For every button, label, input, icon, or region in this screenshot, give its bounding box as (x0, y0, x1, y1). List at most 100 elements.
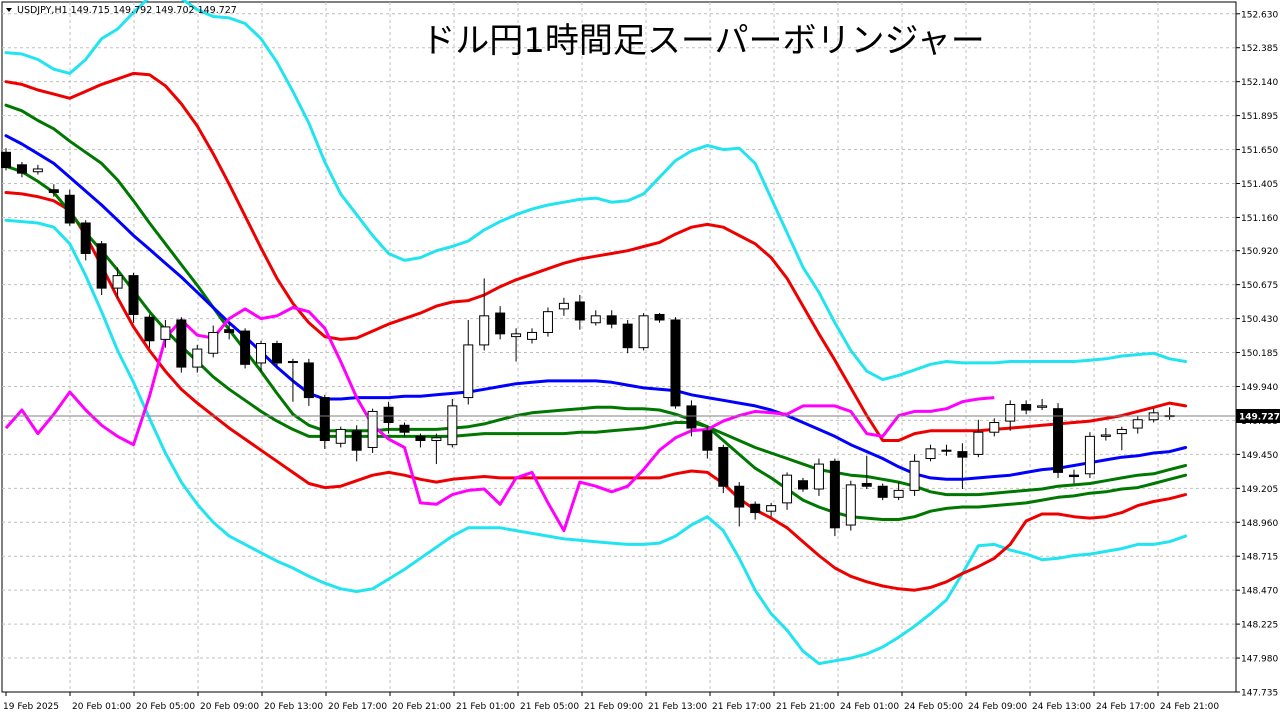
symbol-arrow-icon (6, 8, 12, 12)
candle-body (941, 449, 952, 452)
candle-body (1021, 404, 1032, 411)
candle-body (447, 405, 458, 446)
candle-body (989, 422, 1000, 433)
x-tick-label: 21 Feb 09:00 (584, 702, 643, 712)
candle (271, 340, 282, 368)
y-tick-label: 148.225 (1241, 621, 1278, 631)
candle-body (1116, 428, 1127, 435)
candle-body (495, 312, 506, 335)
y-tick-label: 148.715 (1241, 553, 1278, 563)
x-tick-label: 19 Feb 2025 (3, 702, 59, 712)
candle-body (112, 275, 123, 289)
candle-body (271, 343, 282, 364)
y-tick-label: 151.650 (1241, 146, 1278, 156)
candle (479, 278, 490, 351)
candle-body (877, 485, 888, 498)
x-tick-label: 21 Feb 17:00 (712, 702, 771, 712)
candle-body (463, 344, 474, 399)
candle (1053, 403, 1064, 478)
x-tick-label: 24 Feb 05:00 (904, 702, 963, 712)
candle-body (48, 189, 59, 194)
candle (638, 313, 649, 351)
x-tick-label: 21 Feb 21:00 (776, 702, 835, 712)
candle (144, 314, 155, 348)
candle (224, 322, 235, 340)
candle-body (829, 460, 840, 529)
candle-body (1084, 435, 1095, 475)
band-plus-3-sigma (4, 0, 1188, 382)
candle (798, 477, 808, 492)
y-tick-label: 151.895 (1241, 112, 1278, 122)
candle (877, 483, 888, 501)
candle (351, 425, 362, 462)
candle (861, 455, 872, 490)
candle (64, 189, 75, 226)
x-tick-label: 24 Feb 09:00 (968, 702, 1027, 712)
candle-body (925, 448, 936, 460)
candle-body (750, 503, 761, 514)
candle-body (32, 168, 43, 173)
y-tick-label: 149.450 (1241, 451, 1278, 461)
candle (1100, 428, 1111, 441)
candle (527, 328, 538, 344)
candle-body (224, 329, 235, 333)
candle (829, 458, 840, 537)
y-tick-label: 150.920 (1241, 247, 1278, 257)
candle (447, 398, 458, 448)
x-tick-label: 20 Feb 05:00 (136, 702, 195, 712)
candle-body (798, 480, 808, 490)
y-tick-label: 147.980 (1241, 655, 1278, 665)
candle (176, 317, 187, 373)
candle (96, 241, 107, 296)
candle (702, 426, 713, 459)
candle (287, 358, 298, 402)
candle-body (558, 302, 569, 310)
candle (941, 444, 952, 456)
x-tick-label: 20 Feb 21:00 (392, 702, 451, 712)
candle-body (319, 397, 330, 442)
candle (495, 306, 506, 340)
candle (622, 319, 633, 354)
candle (1037, 398, 1048, 411)
candle-body (702, 430, 713, 451)
candle-body (622, 323, 633, 349)
candle-body (782, 474, 793, 504)
candle (335, 426, 346, 448)
candle (1021, 400, 1032, 415)
y-tick-label: 151.160 (1241, 214, 1278, 224)
x-tick-label: 20 Feb 01:00 (72, 702, 131, 712)
candle (893, 482, 904, 501)
y-tick-label: 151.405 (1241, 180, 1278, 190)
band-minus-1-sigma (4, 164, 1188, 521)
chart-title: ドル円1時間足スーパーボリンジャー (421, 21, 985, 61)
candle (1, 148, 11, 171)
y-tick-label: 152.140 (1241, 78, 1278, 88)
candle (734, 482, 745, 527)
current-price-label: 149.727 (1239, 413, 1280, 423)
candle (1116, 426, 1127, 451)
candle-body (415, 435, 426, 442)
x-tick-label: 20 Feb 17:00 (328, 702, 387, 712)
candle (1132, 415, 1143, 434)
candle-body (574, 301, 585, 321)
candle (32, 164, 43, 175)
plot-area[interactable] (1, 1, 1237, 693)
candle (766, 502, 777, 517)
candle (670, 317, 681, 409)
candle (128, 272, 139, 323)
y-tick-label: 150.185 (1241, 349, 1278, 359)
symbol-info: USDJPY,H1 149.715 149.792 149.702 149.72… (17, 5, 237, 16)
candles (1, 148, 1175, 537)
candle-body (240, 330, 251, 365)
candle (415, 433, 426, 448)
candle (463, 319, 474, 405)
candle (909, 454, 920, 496)
y-tick-label: 148.960 (1241, 519, 1278, 529)
candle (80, 220, 91, 261)
candle-body (287, 361, 298, 364)
candle-body (128, 275, 139, 315)
candle (256, 340, 267, 372)
y-tick-label: 147.735 (1241, 689, 1278, 699)
